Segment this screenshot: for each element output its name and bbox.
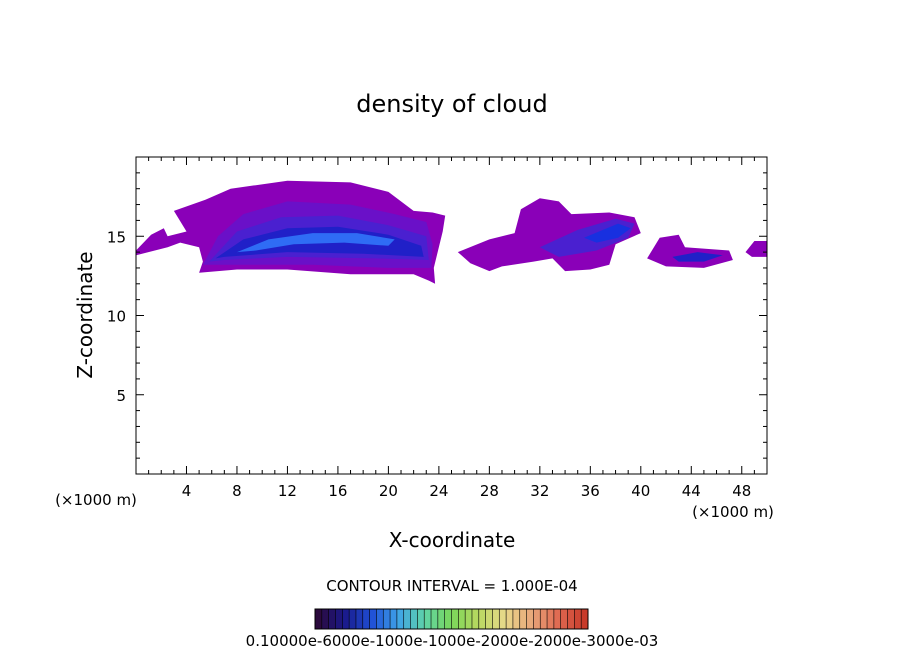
colorbar-swatch xyxy=(321,609,329,629)
colorbar-swatch xyxy=(362,609,370,629)
colorbar-labels: 0.10000e-6000e-1000e-1000e-2000e-2000e-3… xyxy=(246,632,659,650)
colorbar-swatch xyxy=(342,609,350,629)
colorbar-swatch xyxy=(567,609,575,629)
colorbar-swatch xyxy=(540,609,548,629)
colorbar-swatch xyxy=(376,609,384,629)
far-east-cloud xyxy=(647,234,733,268)
colorbar-swatch xyxy=(519,609,527,629)
y-tick-label: 5 xyxy=(116,387,126,405)
x-tick-label: 12 xyxy=(278,482,297,500)
colorbar-swatch xyxy=(526,609,534,629)
y-tick-label: 10 xyxy=(107,308,126,326)
colorbar-swatch xyxy=(437,609,445,629)
far-east-cloud-core xyxy=(672,252,723,262)
colorbar-swatch xyxy=(471,609,480,629)
colorbar-swatch xyxy=(431,609,439,629)
colorbar-swatch xyxy=(369,609,377,629)
colorbar-swatch xyxy=(581,609,589,629)
colorbar-swatch xyxy=(424,609,432,629)
east-cloud-core xyxy=(584,223,631,243)
colorbar xyxy=(314,608,589,630)
x-axis-label: X-coordinate xyxy=(389,528,516,552)
y-tick-label: 15 xyxy=(107,228,126,246)
colorbar-swatch xyxy=(444,609,452,629)
x-tick-label: 44 xyxy=(682,482,701,500)
x-tick-label: 8 xyxy=(232,482,242,500)
contour-fill-group xyxy=(136,180,767,284)
x-tick-label: 36 xyxy=(581,482,600,500)
colorbar-swatch xyxy=(335,609,343,629)
colorbar-swatch xyxy=(499,609,507,629)
x-tick-label: 32 xyxy=(530,482,549,500)
colorbar-swatch xyxy=(349,609,357,629)
colorbar-swatch xyxy=(451,609,459,629)
y-axis-label: Z-coordinate xyxy=(73,251,97,378)
colorbar-swatch xyxy=(492,609,500,629)
colorbar-swatch xyxy=(383,609,391,629)
x-tick-label: 40 xyxy=(631,482,650,500)
colorbar-swatch xyxy=(458,609,466,629)
x-tick-label: 48 xyxy=(732,482,751,500)
east-cloud xyxy=(457,198,641,272)
right-edge-cloud xyxy=(745,241,767,257)
main-cloud-core xyxy=(237,233,395,253)
contour-interval-label: CONTOUR INTERVAL = 1.000E-04 xyxy=(326,577,577,595)
colorbar-swatch xyxy=(465,609,473,629)
x-unit-right: (×1000 m) xyxy=(692,503,774,521)
colorbar-swatch xyxy=(355,609,364,629)
colorbar-swatch xyxy=(547,609,555,629)
colorbar-swatch xyxy=(417,609,425,629)
colorbar-frame xyxy=(314,608,589,630)
colorbar-swatch xyxy=(560,609,568,629)
colorbar-swatch xyxy=(478,609,486,629)
colorbar-swatch xyxy=(574,609,582,629)
colorbar-swatch xyxy=(485,609,493,629)
x-tick-label: 28 xyxy=(480,482,499,500)
x-unit-left: (×1000 m) xyxy=(55,491,137,509)
chart-title: density of cloud xyxy=(356,90,547,118)
colorbar-swatch xyxy=(506,609,514,629)
colorbar-swatch xyxy=(315,609,323,629)
colorbar-swatch xyxy=(512,609,521,629)
x-tick-label: 24 xyxy=(429,482,448,500)
axis-ticks xyxy=(136,157,767,474)
colorbar-swatch xyxy=(553,609,562,629)
x-tick-label: 16 xyxy=(328,482,347,500)
colorbar-swatch xyxy=(390,609,398,629)
colorbar-swatch xyxy=(396,609,405,629)
x-tick-label: 4 xyxy=(182,482,192,500)
x-tick-label: 20 xyxy=(379,482,398,500)
colorbar-swatch xyxy=(410,609,418,629)
colorbar-swatch xyxy=(403,609,411,629)
colorbar-swatch xyxy=(328,609,336,629)
colorbar-swatch xyxy=(533,609,541,629)
